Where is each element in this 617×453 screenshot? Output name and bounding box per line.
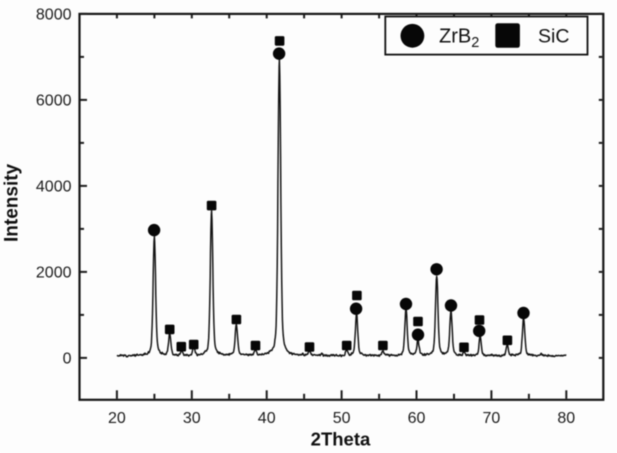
svg-text:30: 30 (183, 410, 201, 427)
svg-text:50: 50 (333, 410, 351, 427)
svg-text:60: 60 (408, 410, 426, 427)
svg-text:4000: 4000 (36, 179, 72, 196)
svg-text:80: 80 (557, 410, 575, 427)
svg-text:2000: 2000 (36, 265, 72, 282)
svg-text:40: 40 (258, 410, 276, 427)
svg-text:Intensity: Intensity (2, 163, 23, 242)
svg-text:2Theta: 2Theta (311, 429, 371, 450)
svg-text:8000: 8000 (36, 7, 72, 24)
svg-text:20: 20 (108, 410, 126, 427)
svg-text:70: 70 (483, 410, 501, 427)
svg-text:0: 0 (63, 351, 72, 368)
svg-text:6000: 6000 (36, 93, 72, 110)
svg-text:SiC: SiC (538, 26, 569, 48)
